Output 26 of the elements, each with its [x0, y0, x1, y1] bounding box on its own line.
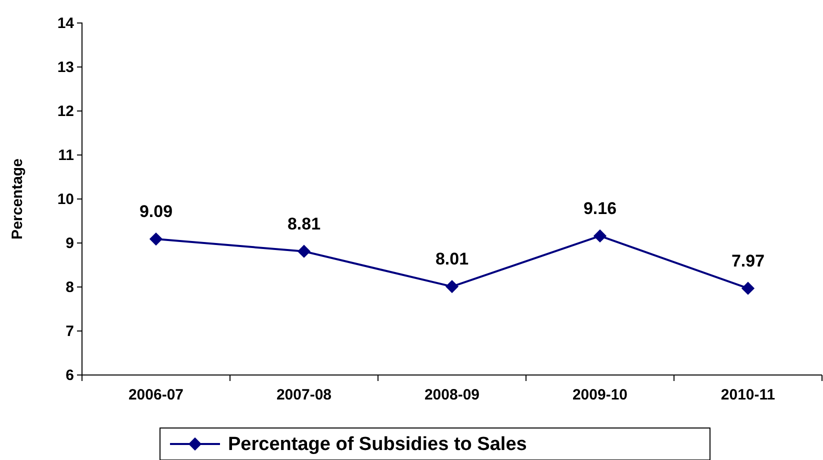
data-label: 9.16 — [583, 198, 617, 218]
point — [593, 229, 607, 243]
x-tick-label: 2008-09 — [424, 386, 480, 404]
point — [297, 244, 311, 258]
y-tick-label: 14 — [57, 14, 75, 32]
x-tick-label: 2010-11 — [720, 386, 776, 404]
legend-label: Percentage of Subsidies to Sales — [228, 434, 527, 455]
data-label: 9.09 — [139, 202, 173, 222]
y-axis-title: Percentage — [9, 158, 26, 240]
point — [741, 282, 755, 295]
data-label: 7.97 — [731, 251, 765, 270]
point — [445, 280, 459, 294]
x-tick-label: 2006-07 — [128, 386, 184, 404]
y-tick-label: 9 — [66, 234, 74, 252]
x-tick-label: 2009-10 — [572, 386, 628, 404]
y-tick-label: 11 — [58, 146, 74, 164]
y-tick-label: 12 — [57, 102, 74, 120]
x-tick-label: 2007-08 — [276, 386, 332, 404]
y-tick-label: 7 — [66, 322, 74, 340]
data-label: 8.81 — [287, 214, 321, 234]
y-tick-label: 8 — [66, 278, 74, 296]
y-tick-label: 13 — [57, 58, 74, 76]
y-tick-label: 6 — [66, 366, 74, 384]
point — [149, 232, 163, 246]
y-tick-label: 10 — [57, 190, 74, 208]
data-label: 8.01 — [435, 250, 469, 269]
